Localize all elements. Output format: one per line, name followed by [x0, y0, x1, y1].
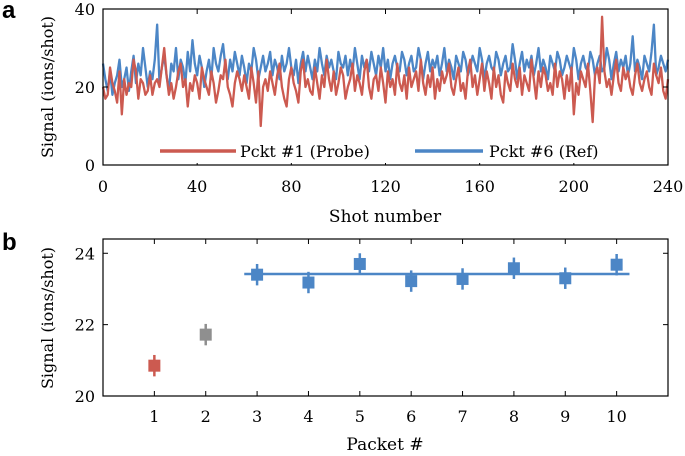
data-point-marker: [610, 258, 623, 271]
data-point-marker: [148, 359, 161, 372]
x-tick-label: 160: [464, 177, 495, 196]
data-point-marker: [559, 272, 572, 285]
x-tick-label: 5: [355, 407, 365, 426]
legend-label-probe: Pckt #1 (Probe): [240, 142, 370, 161]
y-tick-label: 20: [75, 78, 95, 97]
y-tick-label: 0: [85, 156, 95, 175]
x-tick-label: 120: [370, 177, 401, 196]
x-tick-label: 3: [252, 407, 262, 426]
data-point-marker: [507, 262, 520, 275]
panel-b-frame: [102, 238, 669, 397]
x-tick-label: 0: [98, 177, 108, 196]
data-point-marker: [353, 257, 366, 270]
panel-b-ylabel: Signal (ions/shot): [38, 247, 57, 389]
x-tick-label: 8: [509, 407, 519, 426]
series-line-ref: [101, 23, 670, 96]
data-point-marker: [302, 276, 315, 289]
x-tick-label: 80: [281, 177, 301, 196]
y-tick-label: 20: [75, 387, 95, 406]
y-tick-label: 24: [75, 244, 95, 263]
y-tick-label: 22: [75, 316, 95, 335]
panel-a-legend: Pckt #1 (Probe) Pckt #6 (Ref): [157, 138, 620, 163]
x-tick-label: 2: [201, 407, 211, 426]
panel-b-xlabel: Packet #: [346, 435, 423, 455]
data-point-marker: [405, 275, 418, 288]
x-tick-label: 6: [406, 407, 416, 426]
x-tick-label: 1: [149, 407, 159, 426]
data-point-marker: [251, 268, 264, 281]
x-tick-label: 40: [187, 177, 207, 196]
y-tick-label: 40: [75, 0, 95, 19]
x-tick-label: 4: [303, 407, 313, 426]
data-point-marker: [456, 272, 469, 285]
x-tick-label: 7: [457, 407, 467, 426]
panel-a-xlabel: Shot number: [329, 207, 442, 227]
panel-a-ylabel: Signal (ions/shot): [38, 16, 57, 158]
x-tick-label: 200: [559, 177, 590, 196]
series-line-probe: [101, 15, 670, 128]
panel-label-a: a: [2, 0, 16, 24]
panel-label-b: b: [2, 229, 17, 256]
data-point-marker: [199, 328, 212, 341]
x-tick-label: 10: [606, 407, 626, 426]
x-tick-label: 240: [653, 177, 684, 196]
legend-label-ref: Pckt #6 (Ref): [489, 142, 599, 161]
panel-a-line-chart: 0 40 80 120 160 200 240 0 20 40 Shot number Signa…: [38, 0, 683, 227]
x-tick-label: 9: [560, 407, 570, 426]
panel-b-scatter-chart: 1 2 3 4 5 6 7 8 9 10 20 22 24 Packet # Signal (ions/…: [38, 238, 669, 455]
